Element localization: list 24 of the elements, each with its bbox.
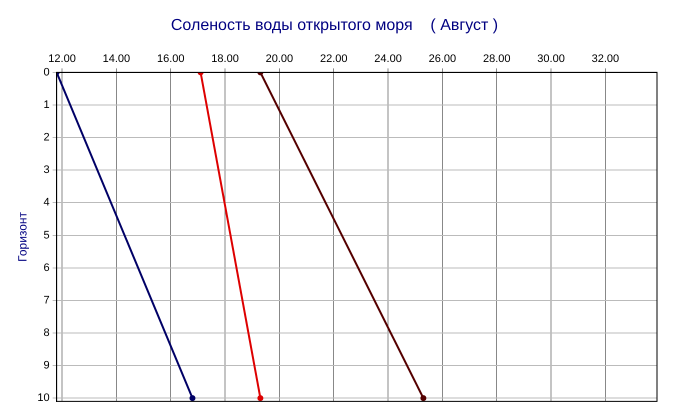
x-tick-label: 26.00 — [428, 52, 456, 65]
y-axis-title: Горизонт — [16, 211, 30, 262]
y-tick-label: 7 — [44, 294, 50, 306]
x-tick-label: 18.00 — [211, 52, 239, 65]
y-tick-label: 8 — [44, 327, 50, 340]
y-tick-label: 2 — [44, 132, 50, 144]
x-tick-label: 20.00 — [266, 52, 294, 65]
x-tick-label: 14.00 — [102, 52, 130, 65]
x-tick-label: 28.00 — [482, 52, 510, 65]
y-tick-label: 3 — [44, 164, 50, 176]
x-tick-label: 22.00 — [320, 52, 348, 65]
x-tick-label: 16.00 — [156, 52, 184, 65]
x-tick-label: 32.00 — [592, 52, 620, 65]
x-tick-label: 24.00 — [374, 52, 402, 65]
y-tick-label: 1 — [44, 99, 50, 112]
y-tick-label: 5 — [44, 229, 50, 242]
y-tick-label: 4 — [44, 196, 50, 209]
y-tick-label: 9 — [44, 360, 50, 372]
y-tick-label: 0 — [44, 66, 50, 78]
y-tick-label: 10 — [37, 392, 50, 404]
y-tick-label: 6 — [44, 262, 50, 274]
x-tick-label: 30.00 — [537, 52, 565, 65]
x-tick-label: 12.00 — [48, 52, 76, 65]
chart-title: Соленость воды открытого моря ( Август ) — [170, 17, 498, 34]
